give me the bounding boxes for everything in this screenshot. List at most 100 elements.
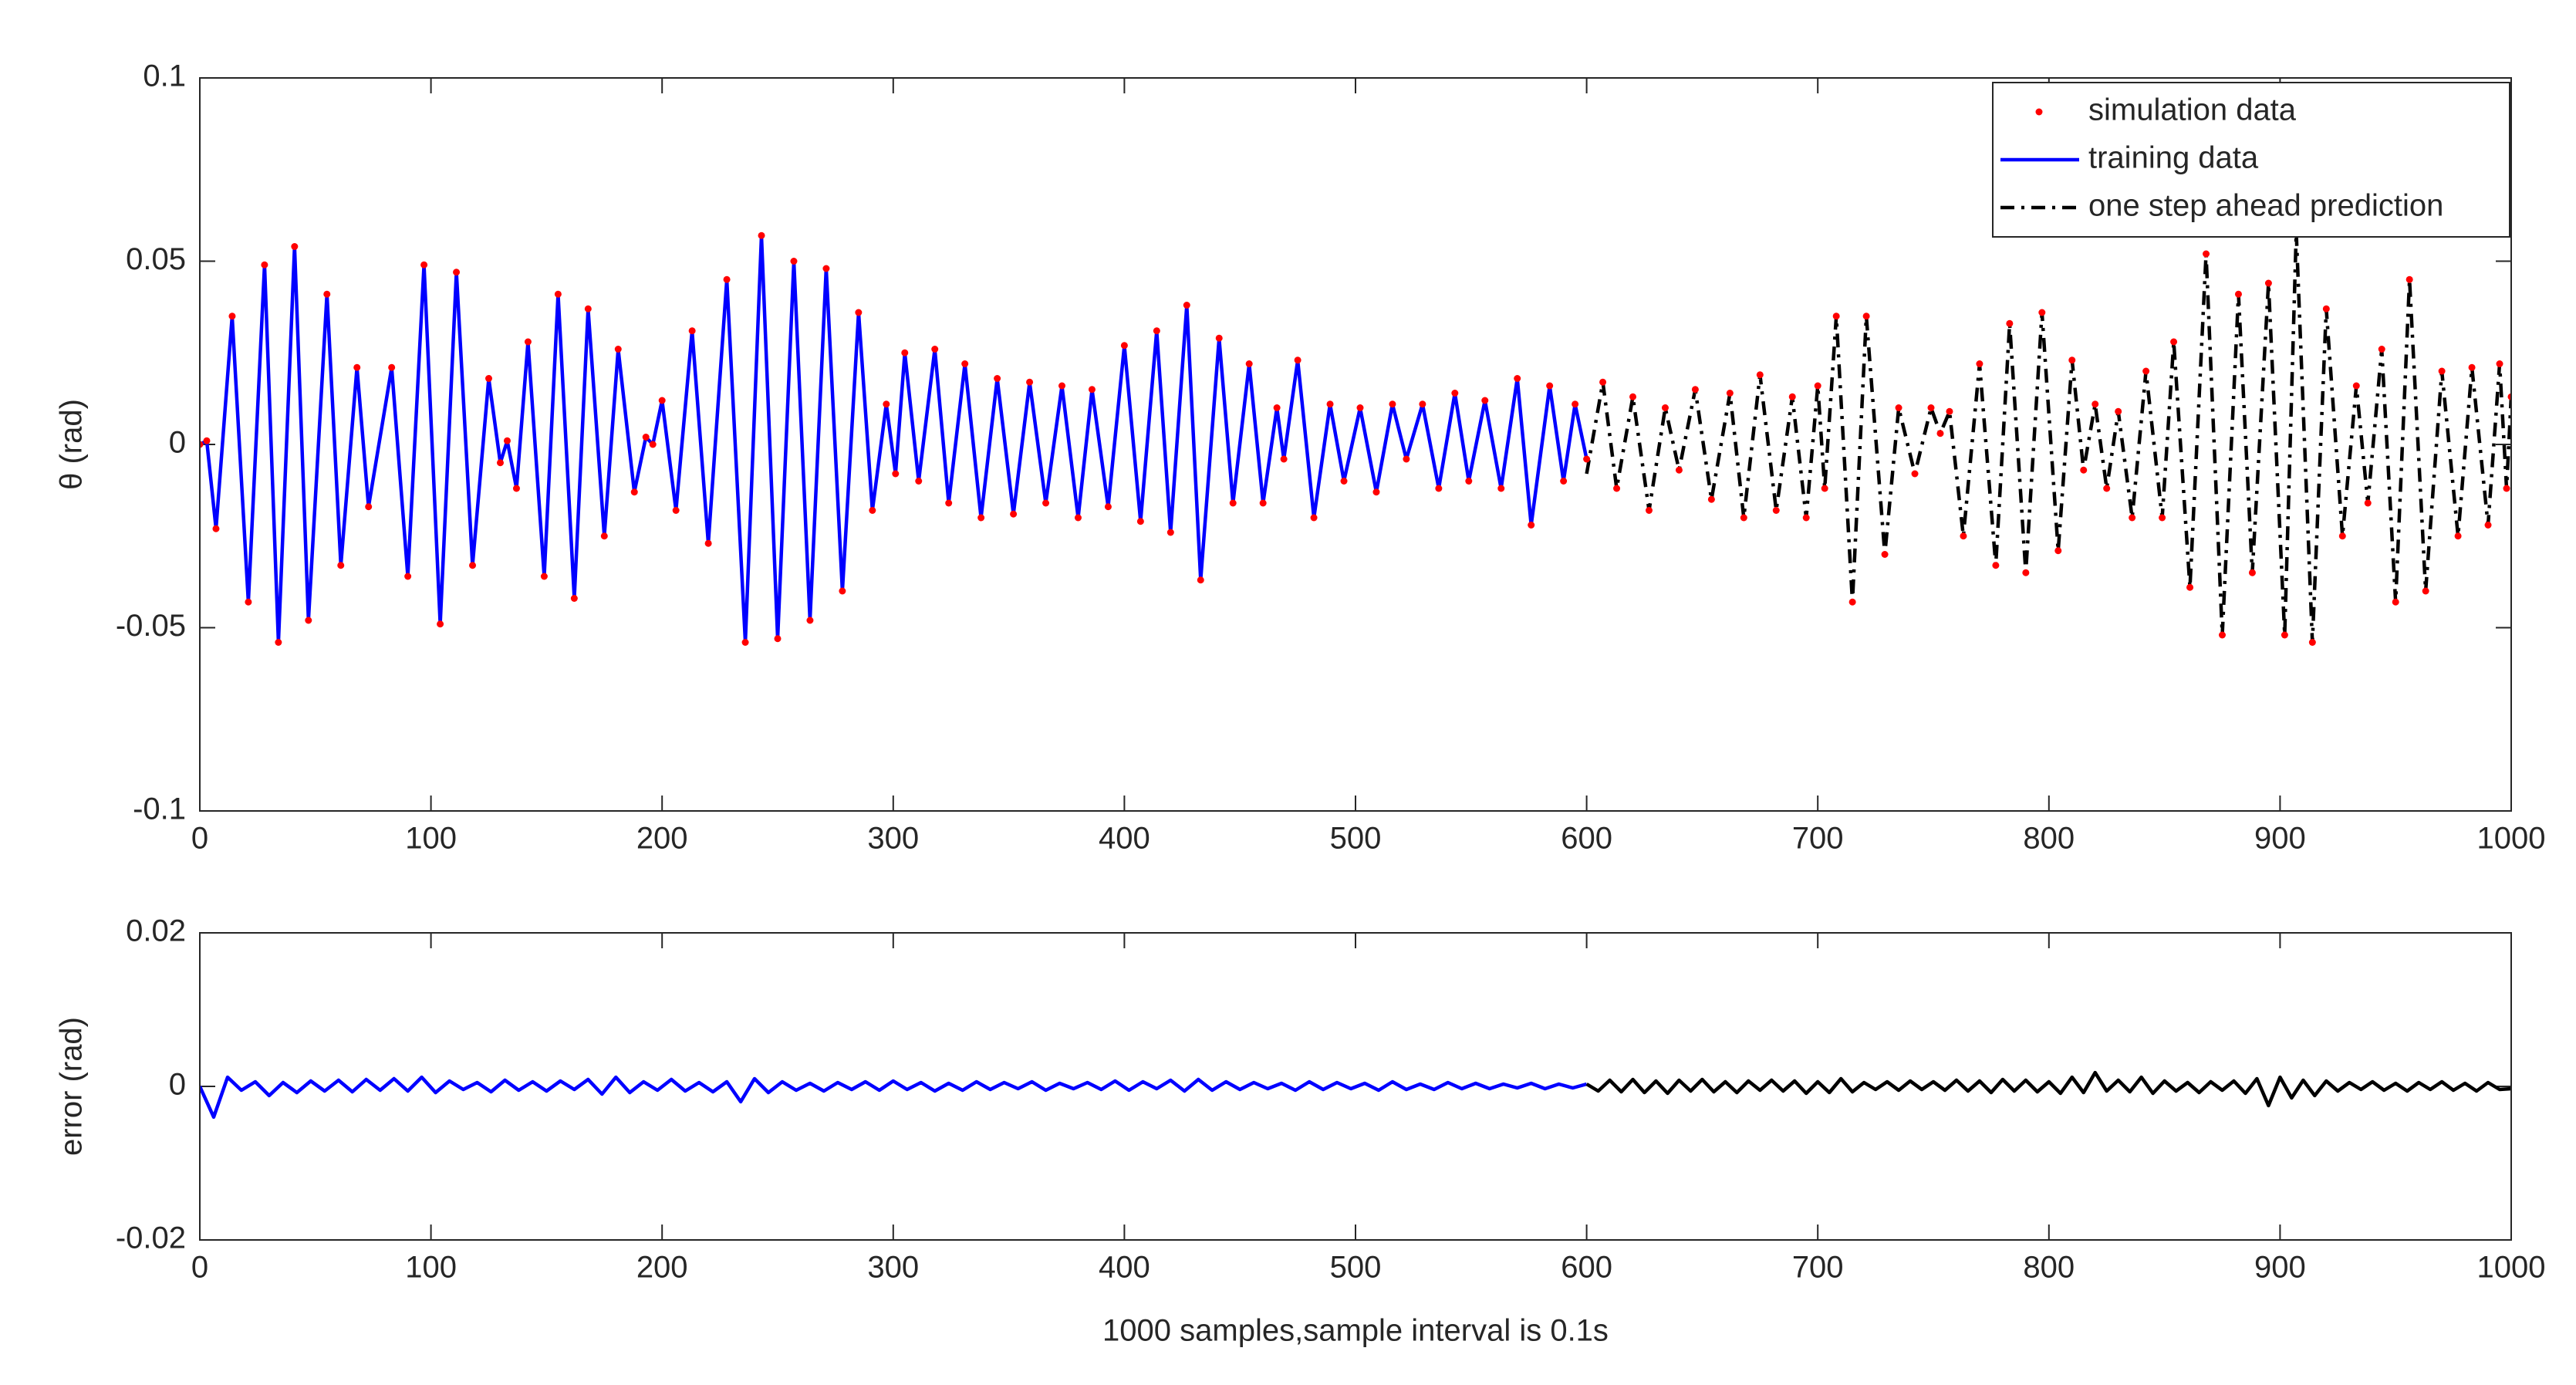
data-point (1120, 342, 1128, 350)
x-tick-label: 300 (867, 822, 919, 856)
data-point (1740, 514, 1747, 522)
data-point (2142, 367, 2150, 375)
data-point (540, 573, 548, 580)
x-tick-label: 0 (191, 1251, 208, 1285)
x-tick-label: 1000 (2477, 1251, 2546, 1285)
data-point (2392, 598, 2399, 606)
data-point (2503, 485, 2510, 492)
data-point (1245, 360, 1253, 367)
x-tick-label: 500 (1330, 1251, 1382, 1285)
data-point (1280, 455, 1288, 463)
data-point (2115, 407, 2122, 415)
data-point (774, 635, 782, 643)
data-point (1435, 485, 1443, 492)
data-point (2080, 466, 2088, 474)
legend: simulation data training data one step ahe… (1992, 82, 2510, 238)
data-point (2068, 356, 2076, 364)
data-point (883, 400, 890, 408)
data-point (1814, 382, 1821, 390)
y-tick-label: 0.02 (126, 914, 186, 948)
data-point (630, 488, 638, 496)
data-point (2022, 569, 2030, 576)
data-point (1042, 499, 1050, 507)
data-point (1645, 507, 1653, 514)
data-point (2038, 309, 2046, 316)
data-point (1465, 478, 1473, 485)
x-axis-label: 1000 samples,sample interval is 0.1s (1102, 1314, 1609, 1348)
legend-label: simulation data (2088, 93, 2297, 127)
data-point (1583, 455, 1591, 463)
data-point (901, 349, 909, 356)
data-point (1326, 400, 1334, 408)
data-point (1403, 455, 1410, 463)
data-point (658, 397, 666, 404)
data-point (649, 441, 657, 448)
series-layer (200, 1070, 2511, 1120)
data-point (228, 312, 236, 320)
data-point (1832, 312, 1840, 320)
data-point (1821, 485, 1828, 492)
y-tick-label: -0.02 (116, 1221, 186, 1255)
data-point (2129, 514, 2136, 522)
data-point (1340, 478, 1348, 485)
data-point (2006, 319, 2014, 327)
y-axis-label: θ (rad) (55, 399, 89, 490)
data-point (1215, 334, 1223, 342)
data-point (1756, 371, 1764, 379)
data-point (931, 346, 939, 353)
data-point (1895, 404, 1902, 411)
data-point (1911, 470, 1919, 478)
data-point (2092, 400, 2099, 408)
data-point (554, 290, 562, 298)
data-point (420, 261, 428, 269)
data-point (1960, 532, 1967, 540)
x-tick-label: 500 (1330, 822, 1382, 856)
data-point (961, 360, 969, 367)
data-point (212, 525, 220, 532)
data-point (291, 243, 299, 250)
series-line (1585, 230, 2511, 644)
legend-label: one step ahead prediction (2088, 189, 2443, 223)
y-tick-label: 0 (169, 426, 186, 460)
data-point (1058, 382, 1066, 390)
y-tick-label: -0.1 (133, 792, 186, 826)
data-point (672, 507, 680, 514)
axes-frame (199, 77, 2512, 812)
data-point (2170, 338, 2178, 346)
data-point (1992, 562, 2000, 569)
data-point (1514, 375, 1521, 382)
data-point (2186, 583, 2194, 591)
data-point (2219, 631, 2226, 639)
data-point (600, 532, 608, 540)
data-point (1074, 514, 1082, 522)
y-tick-label: -0.05 (116, 609, 186, 643)
data-point (496, 459, 504, 467)
data-point (2054, 547, 2062, 555)
data-point (2248, 569, 2256, 576)
data-point (1166, 529, 1174, 536)
data-point (503, 437, 511, 444)
data-point (337, 562, 345, 569)
data-point (1788, 393, 1796, 400)
data-point (1599, 378, 1607, 386)
data-point (1927, 404, 1935, 411)
x-tick-label: 100 (405, 822, 457, 856)
y-axis-label: error (rad) (55, 1017, 89, 1156)
data-point (2496, 360, 2503, 367)
data-point (261, 261, 268, 269)
data-point (1273, 404, 1281, 411)
data-point (2308, 639, 2316, 646)
data-point (584, 305, 592, 312)
data-point (1497, 485, 1505, 492)
x-tick-label: 1000 (2477, 822, 2546, 856)
data-point (1229, 499, 1237, 507)
data-point (723, 275, 731, 283)
data-point (741, 639, 749, 646)
data-point (1356, 404, 1364, 411)
data-point (2322, 305, 2330, 312)
data-point (2438, 367, 2446, 375)
series-line (200, 1075, 1588, 1120)
data-point (839, 587, 846, 595)
data-point (2103, 485, 2111, 492)
